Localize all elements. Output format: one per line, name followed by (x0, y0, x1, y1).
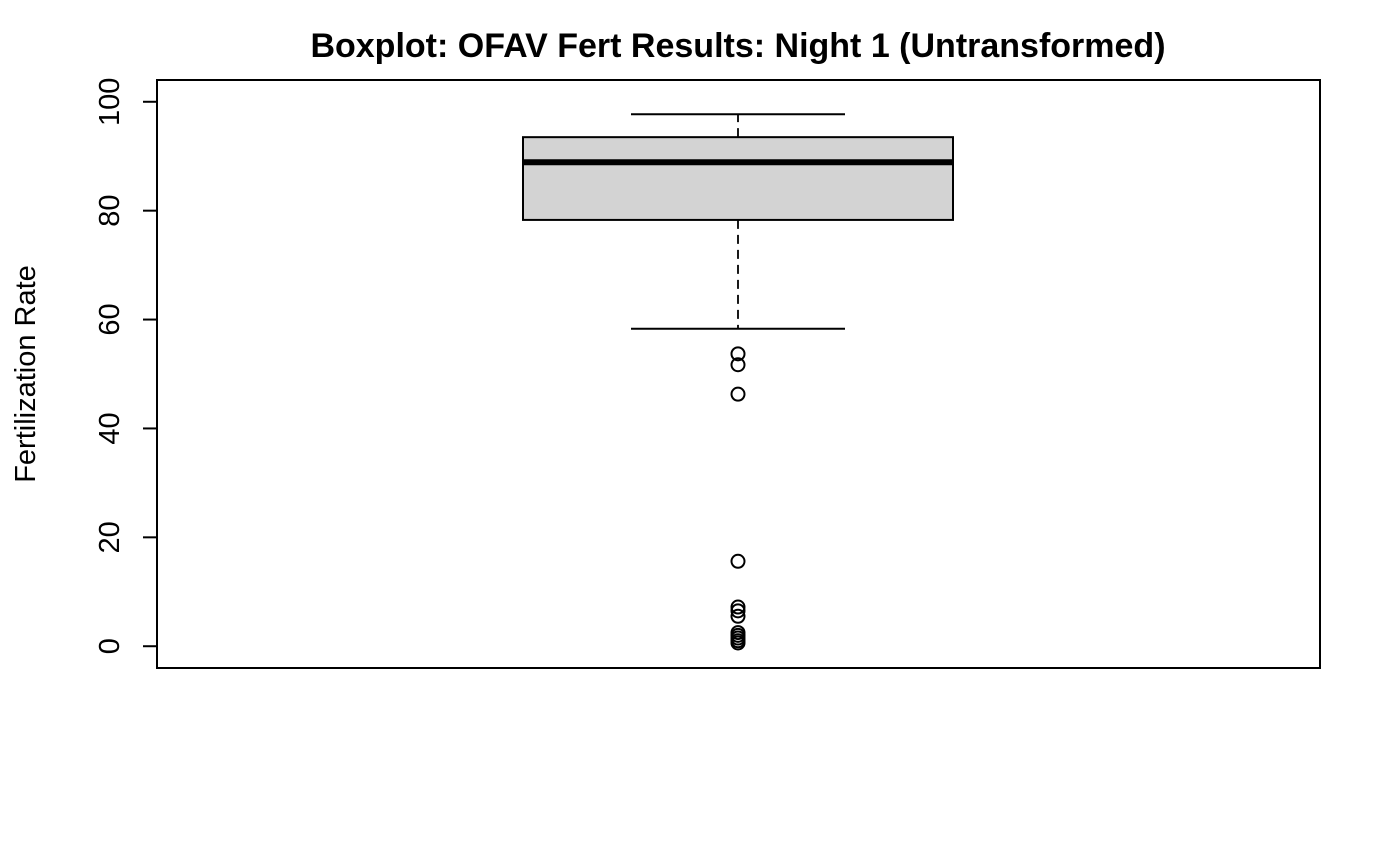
y-tick-label: 0 (94, 638, 126, 654)
outlier-point (730, 553, 746, 569)
outlier-point (730, 603, 746, 619)
y-tick-label: 60 (94, 303, 126, 335)
y-axis: 0 20 40 60 80 100 (94, 78, 158, 654)
y-tick-label: 20 (94, 521, 126, 553)
y-tick-label: 80 (94, 195, 126, 227)
outlier-point (730, 357, 746, 373)
interquartile-box (522, 136, 954, 221)
y-tick-label: 40 (94, 412, 126, 444)
y-axis-label: Fertilization Rate (10, 265, 42, 483)
outlier-point (730, 386, 746, 402)
box-group (522, 113, 954, 330)
outlier-point (730, 608, 746, 624)
outlier-group (730, 346, 746, 651)
y-tick-label: 100 (94, 78, 126, 126)
outlier-point (730, 346, 746, 362)
outlier-point (730, 599, 746, 615)
outlier-point (730, 635, 746, 651)
chart-title: Boxplot: OFAV Fert Results: Night 1 (Unt… (310, 27, 1165, 65)
